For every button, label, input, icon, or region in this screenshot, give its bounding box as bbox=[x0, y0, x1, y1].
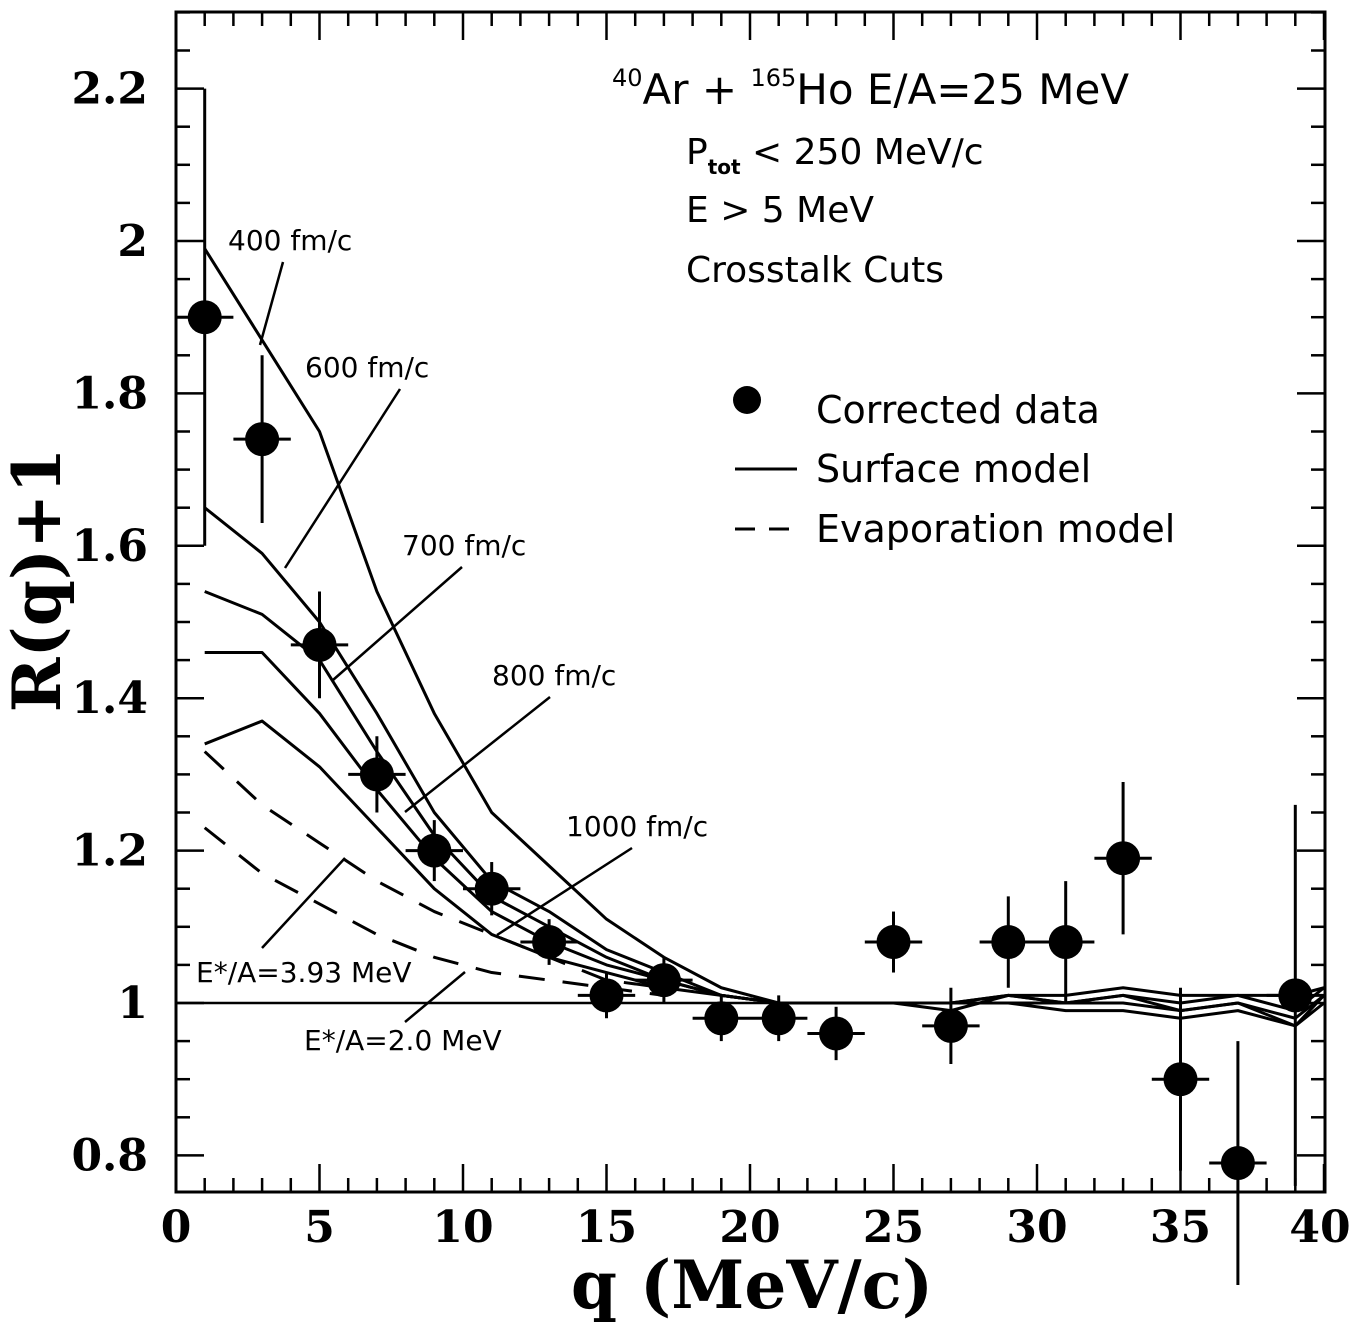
data-point bbox=[405, 820, 463, 882]
data-point bbox=[348, 736, 406, 813]
curve-label: 800 fm/c bbox=[492, 659, 616, 692]
data-point bbox=[290, 591, 349, 699]
data-point-marker bbox=[819, 1016, 854, 1051]
legend: Corrected data Surface model Evaporation… bbox=[733, 386, 1175, 551]
data-point-marker bbox=[704, 1001, 739, 1036]
data-point-marker bbox=[245, 422, 280, 457]
data-point bbox=[1151, 987, 1210, 1171]
ptot-subscript: tot bbox=[708, 155, 741, 179]
y-tick-label: 1.6 bbox=[71, 521, 148, 572]
ho-mass-number: 165 bbox=[750, 64, 796, 92]
data-point-marker bbox=[1278, 978, 1313, 1013]
ho-element: Ho E/A=25 MeV bbox=[796, 65, 1129, 114]
data-point-marker bbox=[991, 925, 1026, 960]
data-point-marker bbox=[1163, 1062, 1198, 1097]
data-point bbox=[1037, 881, 1095, 1003]
data-point bbox=[922, 987, 980, 1064]
curve-label: 400 fm/c bbox=[228, 224, 352, 257]
reaction-title: 40Ar + 165Ho E/A=25 MeV bbox=[612, 64, 1129, 114]
ptot-value: < 250 MeV/c bbox=[741, 132, 984, 173]
curve-label-pointer bbox=[404, 971, 466, 1023]
y-tick-label: 1.4 bbox=[71, 673, 148, 724]
data-point-marker bbox=[302, 627, 337, 662]
energy-cut: E > 5 MeV bbox=[686, 190, 874, 231]
data-point bbox=[520, 919, 578, 965]
curve-label-pointer bbox=[496, 846, 633, 937]
x-tick-label: 5 bbox=[304, 1202, 335, 1253]
data-point-marker bbox=[474, 871, 509, 906]
x-tick-label: 30 bbox=[1006, 1202, 1067, 1253]
data-point-marker bbox=[589, 978, 624, 1013]
surface-model-curve bbox=[204, 590, 1325, 1020]
data-point-marker bbox=[933, 1008, 968, 1043]
curve-label: E*/A=3.93 MeV bbox=[196, 956, 412, 989]
data-point bbox=[577, 972, 636, 1019]
data-point bbox=[750, 995, 808, 1042]
data-point-marker bbox=[532, 925, 567, 960]
curve-label-pointer bbox=[261, 857, 346, 949]
y-tick-label: 0.8 bbox=[71, 1130, 148, 1181]
y-tick-label: 2 bbox=[117, 216, 148, 267]
y-tick-label: 2.2 bbox=[71, 64, 148, 115]
curve-label: 700 fm/c bbox=[402, 529, 526, 562]
curve-annotations: 400 fm/c 600 fm/c 700 fm/c 800 fm/c 1000 fm/… bbox=[196, 224, 708, 1057]
x-tick-label: 20 bbox=[719, 1202, 780, 1253]
legend-surface-model: Surface model bbox=[816, 447, 1091, 491]
data-point-marker bbox=[1106, 841, 1141, 876]
data-point bbox=[1094, 782, 1152, 935]
data-point bbox=[807, 1006, 865, 1061]
y-tick-label: 1 bbox=[117, 978, 148, 1029]
data-point-marker bbox=[761, 1001, 796, 1036]
ptot-cut: Ptot < 250 MeV/c bbox=[686, 132, 984, 179]
curve-label: E*/A=2.0 MeV bbox=[304, 1024, 502, 1057]
curve-label: 1000 fm/c bbox=[566, 810, 708, 843]
data-point-marker bbox=[359, 757, 394, 792]
legend-corrected-data: Corrected data bbox=[816, 388, 1100, 432]
data-point bbox=[864, 911, 923, 973]
curve-label: 600 fm/c bbox=[305, 351, 429, 384]
evaporation-model-curve bbox=[203, 750, 665, 990]
x-tick-label: 15 bbox=[576, 1202, 637, 1253]
data-points bbox=[176, 88, 1324, 1285]
curve-label-pointer bbox=[404, 696, 551, 813]
x-tick-label: 0 bbox=[161, 1202, 192, 1253]
curve-label-pointer bbox=[283, 388, 402, 569]
axis-ticks bbox=[174, 11, 1326, 1192]
data-point-marker bbox=[1048, 925, 1083, 960]
curve-label-pointer bbox=[258, 261, 285, 346]
ar-mass-number: 40 bbox=[612, 64, 643, 92]
data-point-marker bbox=[417, 833, 452, 868]
data-point-marker bbox=[646, 963, 681, 998]
x-tick-label: 35 bbox=[1150, 1202, 1211, 1253]
chart-title-block: 40Ar + 165Ho E/A=25 MeV Ptot < 250 MeV/c… bbox=[612, 64, 1129, 291]
curve-label-pointer bbox=[332, 566, 463, 681]
data-point-marker bbox=[1220, 1146, 1255, 1181]
evaporation-model-curve bbox=[203, 826, 665, 997]
x-tick-label: 10 bbox=[432, 1202, 493, 1253]
x-tick-label: 40 bbox=[1289, 1202, 1350, 1253]
ar-element: Ar + bbox=[643, 65, 751, 114]
data-point bbox=[692, 995, 750, 1042]
y-axis-title: R(q)+1 bbox=[0, 448, 76, 713]
y-tick-label: 1.2 bbox=[71, 826, 148, 877]
data-point bbox=[979, 896, 1037, 988]
data-point-marker bbox=[876, 925, 911, 960]
x-axis-title: q (MeV/c) bbox=[571, 1246, 933, 1324]
data-point bbox=[233, 355, 291, 523]
data-point-marker bbox=[187, 300, 222, 335]
ptot-symbol: P bbox=[686, 132, 708, 173]
data-point bbox=[463, 862, 521, 916]
tick-labels: 0 5 10 15 20 25 30 35 40 0.8 1 1.2 1.4 1.6 1.8 2 2.2 bbox=[71, 64, 1350, 1253]
y-tick-label: 1.8 bbox=[71, 368, 148, 419]
data-point bbox=[1209, 1041, 1267, 1285]
legend-evaporation-model: Evaporation model bbox=[816, 507, 1175, 551]
legend-dot-marker bbox=[733, 386, 761, 414]
crosstalk-cut: Crosstalk Cuts bbox=[686, 250, 944, 291]
data-point bbox=[635, 957, 693, 1003]
data-point bbox=[176, 88, 234, 546]
data-point bbox=[1266, 804, 1324, 1186]
x-tick-label: 25 bbox=[863, 1202, 924, 1253]
